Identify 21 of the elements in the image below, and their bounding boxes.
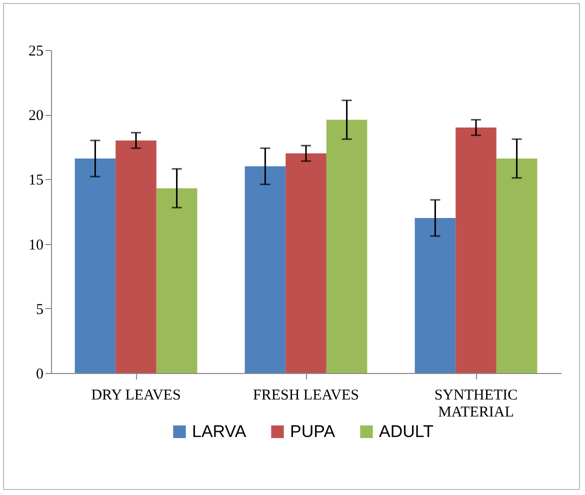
bar xyxy=(456,128,496,373)
bar xyxy=(414,218,456,373)
y-tick-label: 5 xyxy=(36,302,44,318)
bar xyxy=(74,158,116,373)
bar xyxy=(244,166,286,373)
legend-label: PUPA xyxy=(290,422,336,441)
y-tick-label: 25 xyxy=(28,44,44,60)
bar xyxy=(156,188,198,373)
bar xyxy=(326,120,368,373)
bar xyxy=(116,140,156,373)
x-tick-label: FRESH LEAVES xyxy=(253,388,359,404)
y-tick-label: 10 xyxy=(28,237,44,254)
x-tick-label: SYNTHETIC MATERIAL xyxy=(434,388,518,420)
bar xyxy=(496,158,538,373)
legend-label: ADULT xyxy=(379,422,434,441)
y-tick-label: 0 xyxy=(36,366,44,382)
y-tick-label: 15 xyxy=(28,172,44,189)
x-tick-label: DRY LEAVES xyxy=(91,388,181,404)
bar xyxy=(286,153,326,373)
legend-label: LARVA xyxy=(192,422,247,441)
y-tick-label: 20 xyxy=(28,108,44,124)
